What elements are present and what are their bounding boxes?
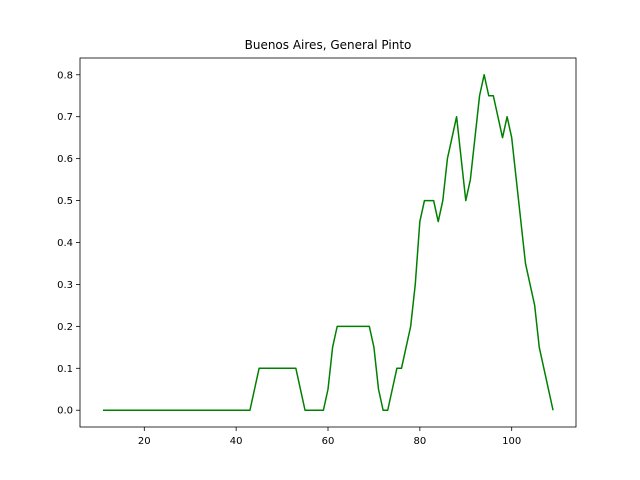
x-tick-label: 80 (413, 436, 426, 447)
y-tick-label: 0.5 (57, 196, 73, 207)
y-tick-label: 0.8 (57, 70, 73, 81)
y-tick-label: 0.0 (57, 406, 73, 417)
y-tick-label: 0.1 (57, 364, 73, 375)
y-axis: 0.0 0.1 0.2 0.3 0.4 0.5 0.6 0.7 0.8 (57, 70, 80, 417)
chart-title: Buenos Aires, General Pinto (245, 38, 412, 52)
x-tick-label: 40 (230, 436, 243, 447)
y-tick-label: 0.6 (57, 154, 73, 165)
series-layer (102, 74, 554, 411)
y-tick-label: 0.7 (57, 112, 73, 123)
x-tick-label: 100 (502, 436, 521, 447)
y-tick-label: 0.4 (57, 238, 73, 249)
x-tick-label: 20 (138, 436, 151, 447)
y-tick-label: 0.2 (57, 322, 73, 333)
series-line-0 (102, 74, 554, 411)
x-axis: 20 40 60 80 100 (138, 427, 521, 447)
y-tick-label: 0.3 (57, 280, 73, 291)
x-tick-label: 60 (322, 436, 335, 447)
